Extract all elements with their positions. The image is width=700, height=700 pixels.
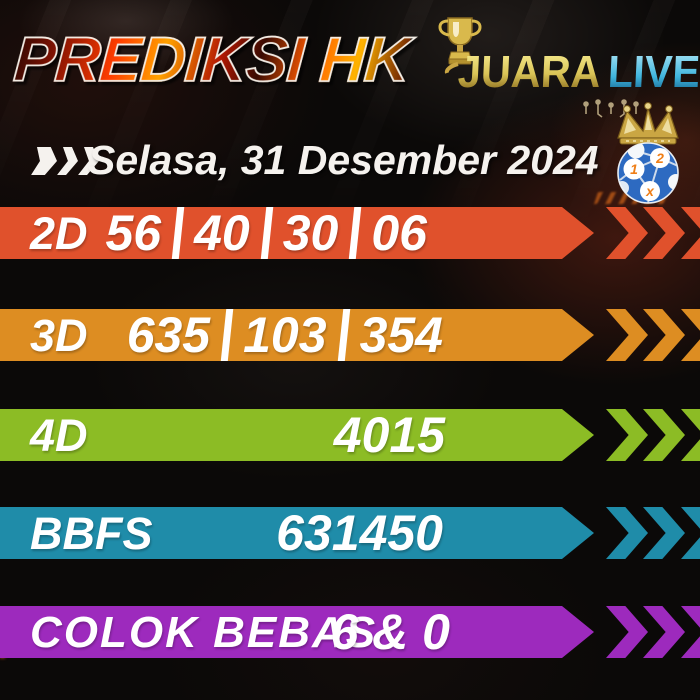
ball-number-x: x (645, 183, 655, 199)
prediction-row-3d: 3D 635 103 354 (0, 309, 700, 361)
brand-name-juara: JUARA (456, 46, 602, 97)
value: 06 (371, 205, 427, 261)
date-text: Selasa, 31 Desember 2024 (88, 137, 599, 183)
chevron-right-icon (643, 606, 685, 658)
value: 103 (243, 307, 327, 363)
row-label: 3D (30, 310, 88, 361)
chevron-right-icon (606, 309, 648, 361)
row-banner: 4D 4015 (0, 409, 594, 461)
value: 4015 (333, 407, 445, 463)
brand-wordmark: JUARA LIVE (457, 46, 700, 98)
chevron-right-icon (643, 507, 685, 559)
crown-ball-logo: 1 2 x (617, 102, 679, 204)
row-label: 2D (30, 208, 88, 259)
date-bar: Selasa, 31 Desember 2024 (0, 130, 700, 192)
chevron-right-icon (606, 207, 648, 259)
value: 631450 (276, 505, 443, 561)
value: 56 (105, 205, 162, 261)
chevron-right-icon (643, 207, 685, 259)
row-values: 56 40 30 06 (105, 205, 427, 261)
chevron-right-icon (606, 606, 648, 658)
value: 30 (282, 205, 339, 261)
row-banner: 3D 635 103 354 (0, 309, 594, 361)
chevron-right-icon (606, 409, 648, 461)
ball-number-2: 2 (655, 150, 664, 166)
prediction-row-bbfs: BBFS 631450 (0, 507, 700, 559)
value: 6 & 0 (330, 604, 450, 660)
ball-number-1: 1 (630, 161, 638, 177)
row-label: COLOK BEBAS (30, 608, 378, 657)
row-values: 6 & 0 (330, 606, 450, 658)
crown-icon (617, 102, 679, 145)
row-values: 635 103 354 (127, 309, 443, 361)
row-banner: BBFS 631450 (0, 507, 594, 559)
row-banner: 2D 56 40 30 06 (0, 207, 594, 259)
row-label: BBFS (30, 508, 153, 559)
page-title: PREDIKSI HK (11, 24, 413, 96)
soccer-ball-icon: 1 2 x (617, 142, 679, 204)
value: 635 (126, 307, 211, 363)
circuit-decoration-icon (583, 99, 639, 118)
prediction-row-colok-bebas: COLOK BEBAS 6 & 0 (0, 606, 700, 658)
chevron-right-icon (643, 309, 685, 361)
row-label: 4D (30, 410, 88, 461)
brand-name-live: LIVE (606, 46, 700, 97)
chevron-right-icon (606, 507, 648, 559)
row-banner: COLOK BEBAS 6 & 0 (0, 606, 594, 658)
row-values: 4015 (334, 409, 445, 461)
value: 354 (359, 307, 443, 363)
prediction-row-2d: 2D 56 40 30 06 (0, 207, 700, 259)
trophy-icon (438, 17, 482, 74)
row-values: 631450 (276, 507, 443, 559)
value: 40 (194, 205, 250, 261)
chevron-right-icon (643, 409, 685, 461)
brand-logo: JUARA LIVE (432, 12, 700, 118)
prediction-row-4d: 4D 4015 (0, 409, 700, 461)
